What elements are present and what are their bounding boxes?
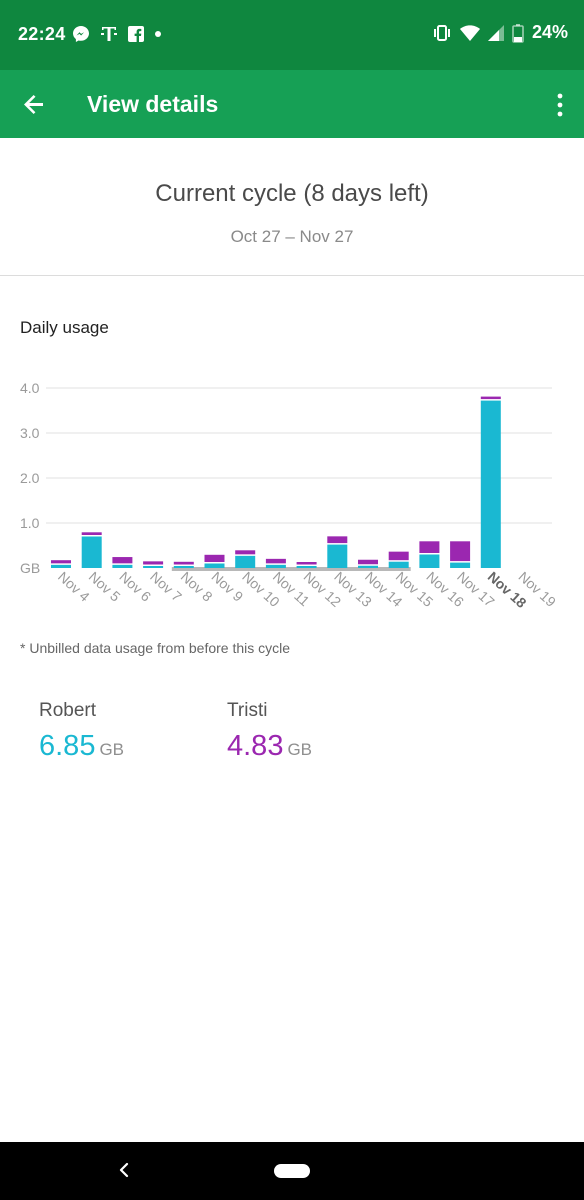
bar-tristi (450, 541, 471, 562)
bar-tristi (51, 560, 71, 564)
cycle-title: Current cycle (8 days left) (155, 180, 429, 207)
bar-robert (450, 562, 471, 568)
home-pill-button[interactable] (274, 1164, 310, 1178)
user-usage: 6.85 GB (39, 730, 124, 763)
bar-robert (204, 563, 225, 568)
bar-robert (296, 566, 317, 568)
wifi-icon (459, 24, 480, 42)
bar-robert (81, 536, 102, 568)
user-name: Tristi (227, 700, 268, 721)
user-robert[interactable]: Robert 6.85 GB (39, 700, 124, 763)
bar-tristi (358, 559, 378, 565)
bar-tristi (388, 551, 409, 561)
bar-robert (112, 564, 133, 568)
bar-tristi (173, 561, 194, 565)
bar-tristi (327, 536, 348, 544)
usage-unit: GB (99, 740, 125, 759)
y-tick-label: 4.0 (20, 380, 40, 396)
battery-percent: 24% (531, 22, 568, 42)
more-options-icon[interactable] (554, 92, 566, 118)
page-title: View details (87, 91, 219, 117)
system-icons: 24% (432, 22, 568, 43)
signal-icon (487, 24, 504, 42)
bar-tristi (143, 561, 164, 565)
usage-amount: 6.85 (39, 730, 96, 762)
x-tick-label: Nov 9 (208, 568, 246, 605)
back-arrow-icon[interactable] (20, 90, 48, 118)
unbilled-note: * Unbilled data usage from before this c… (20, 640, 291, 656)
status-bar: 22:24 24% (0, 0, 584, 70)
bar-robert (388, 561, 409, 568)
y-tick-label: GB (20, 560, 40, 576)
battery-icon (512, 23, 524, 43)
bar-tristi (296, 562, 317, 565)
bar-robert (358, 565, 378, 568)
bar-robert (235, 555, 256, 568)
x-tick-label: Nov 5 (86, 568, 124, 605)
divider (0, 275, 584, 276)
vibrate-icon (432, 23, 452, 43)
usage-amount: 4.83 (227, 730, 284, 762)
bar-robert (480, 400, 501, 568)
bar-robert (265, 564, 286, 568)
bar-robert (327, 544, 348, 568)
user-tristi[interactable]: Tristi 4.83 GB (227, 700, 312, 763)
daily-usage-title: Daily usage (20, 318, 109, 337)
x-tick-label: Nov 7 (147, 568, 185, 605)
x-tick-label: Nov 4 (55, 568, 93, 605)
bar-tristi (204, 554, 225, 562)
user-usage: 4.83 GB (227, 730, 312, 763)
bar-robert (51, 564, 71, 568)
y-tick-label: 3.0 (20, 425, 40, 441)
navigation-bar (0, 1142, 584, 1200)
bar-robert (143, 566, 164, 568)
user-name: Robert (39, 700, 97, 721)
bar-tristi (480, 396, 501, 400)
y-tick-label: 2.0 (20, 470, 40, 486)
t-mobile-icon (100, 24, 118, 44)
status-time: 22:24 (18, 24, 66, 44)
bar-robert (419, 554, 440, 568)
messenger-icon (72, 25, 90, 43)
bar-tristi (419, 541, 440, 553)
bar-tristi (235, 550, 256, 555)
nav-back-icon[interactable] (116, 1160, 132, 1180)
bar-tristi (265, 558, 286, 564)
y-tick-label: 1.0 (20, 515, 40, 531)
dot-icon (154, 30, 162, 38)
facebook-icon (128, 26, 144, 42)
bar-tristi (112, 557, 133, 564)
cycle-date-range: Oct 27 – Nov 27 (230, 227, 354, 246)
bar-tristi (81, 532, 102, 535)
notification-icons (72, 24, 162, 44)
unbilled-marker (171, 567, 411, 571)
x-tick-label: Nov 6 (116, 568, 154, 605)
bar-robert (173, 566, 194, 568)
usage-unit: GB (287, 740, 313, 759)
app-bar: View details (0, 70, 584, 138)
x-tick-label: Nov 8 (178, 568, 216, 605)
